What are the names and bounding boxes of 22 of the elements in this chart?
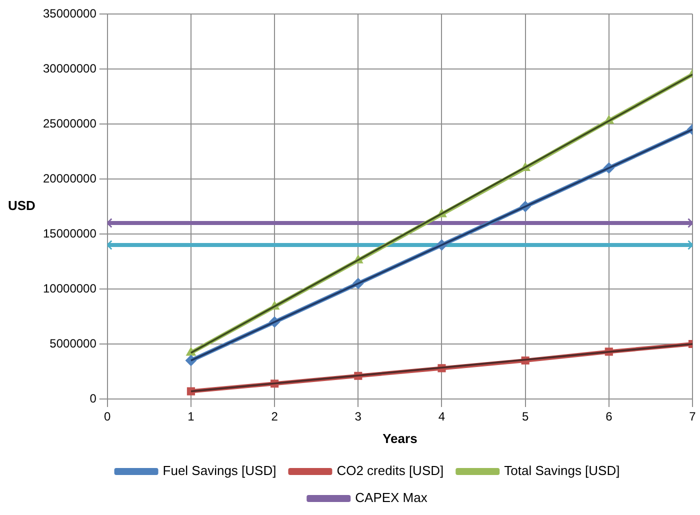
x-tick-label: 7 [689,410,696,424]
y-tick-label: 25000000 [43,116,97,130]
y-tick-label: 35000000 [43,6,97,20]
x-axis-title: Years [382,430,418,446]
x-tick-label: 1 [188,410,195,424]
y-tick-label: 20000000 [43,171,97,186]
legend-label: Total Savings [USD] [504,463,620,478]
y-tick-label: 10000000 [43,281,97,296]
x-tick-label: 6 [606,410,613,424]
legend-label: CO2 credits [USD] [336,463,444,478]
y-tick-label: 5000000 [50,336,97,350]
legend-label: Fuel Savings [USD] [162,463,276,478]
x-tick-label: 3 [354,410,362,424]
x-tick-label: 4 [438,410,446,424]
y-tick-label: 30000000 [43,61,97,76]
x-tick-label: 5 [522,410,529,424]
y-tick-label: 0 [90,391,97,406]
x-tick-label: 2 [271,410,278,424]
x-tick-label: 0 [104,410,112,424]
y-tick-label: 15000000 [43,226,97,240]
y-axis-title: USD [8,198,36,214]
legend-label: CAPEX Max [355,490,428,506]
